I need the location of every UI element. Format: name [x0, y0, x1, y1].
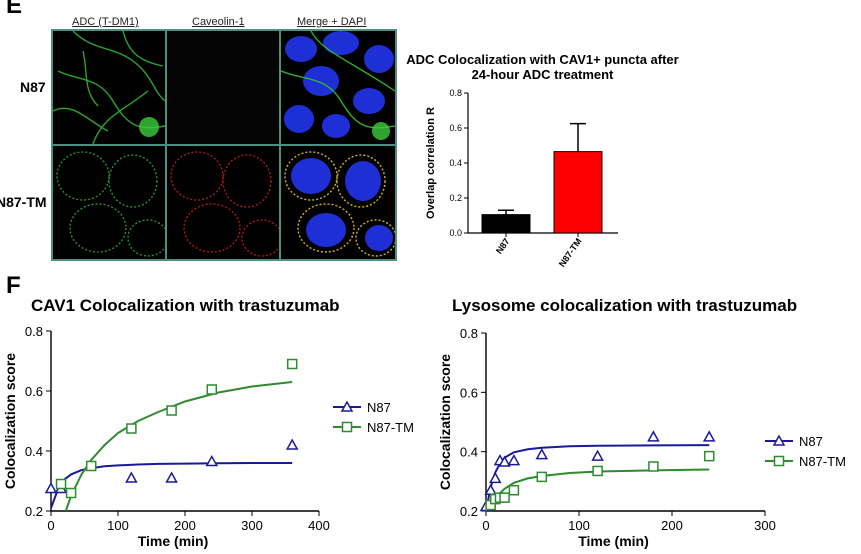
data-point: [55, 478, 67, 490]
data-point: [489, 471, 502, 484]
x-axis-label: Time (min): [138, 533, 209, 549]
bar-y-tick-label: 0.0: [449, 228, 462, 238]
column-header-adc: ADC (T-DM1): [72, 16, 139, 28]
data-point: [65, 487, 77, 499]
row-label-n87-tm: N87-TM: [0, 194, 47, 210]
data-point: [591, 449, 604, 461]
data-point: [205, 454, 219, 467]
data-point: [499, 492, 510, 503]
data-point: [647, 430, 660, 442]
y-tick-label: 0.6: [460, 385, 478, 400]
x-tick-label: 300: [754, 518, 776, 533]
x-axis-label: Time (min): [578, 533, 649, 549]
data-point: [165, 471, 178, 483]
data-point: [484, 483, 497, 495]
y-tick-label: 0.8: [25, 324, 43, 339]
y-axis-label: Colocalization score: [2, 353, 18, 489]
data-point: [206, 384, 218, 395]
legend-marker: [341, 421, 353, 433]
data-point: [535, 448, 549, 460]
legend-label: N87: [799, 434, 823, 449]
x-tick-label: 100: [107, 518, 129, 533]
fit-curve: [64, 381, 293, 512]
data-point: [703, 450, 715, 462]
bar-chart: 0.0 0.2 0.4 0.6 0.8 Overlap correlation R N87 N…: [425, 88, 618, 269]
image-n87-tm-merge: [281, 146, 395, 259]
y-tick-label: 0.4: [460, 445, 478, 460]
legend-label: N87-TM: [367, 420, 414, 435]
x-tick-label: 200: [661, 518, 683, 533]
y-axis-label: Colocalization score: [437, 354, 453, 490]
data-point: [125, 471, 138, 483]
panel-letter-f: F: [6, 272, 21, 299]
bar-y-tick-label: 0.2: [449, 193, 462, 203]
bar-category-label: N87-TM: [557, 236, 584, 268]
image-n87-tm-caveolin: [167, 146, 279, 259]
data-point: [44, 481, 58, 494]
x-tick-label: 400: [308, 518, 330, 533]
cav1-colocalization-chart: 0.2 0.4 0.6 0.8 0 100 200 300 400 Time (min) Coloc…: [2, 324, 414, 549]
bar: [481, 214, 531, 234]
legend-marker: [772, 434, 786, 446]
data-point: [702, 430, 716, 442]
data-point: [126, 423, 137, 434]
data-point: [507, 454, 521, 466]
legend-marker: [773, 455, 785, 467]
bar-y-axis-label: Overlap correlation R: [425, 107, 437, 219]
x-tick-label: 100: [568, 518, 590, 533]
x-tick-label: 0: [482, 518, 489, 533]
lysosome-chart-title: Lysosome colocalization with trastuzumab: [452, 296, 798, 315]
bar-y-tick-label: 0.4: [449, 158, 462, 168]
bar-y-tick-label: 0.8: [449, 88, 462, 98]
legend-label: N87: [367, 400, 391, 415]
data-point: [85, 460, 97, 472]
data-point: [286, 358, 298, 370]
image-n87-merge: [281, 31, 395, 144]
y-tick-label: 0.2: [460, 504, 478, 519]
bar-chart-title: ADC Colocalization with CAV1+ puncta aft…: [406, 52, 679, 82]
x-tick-label: 300: [241, 518, 263, 533]
data-point: [536, 471, 548, 483]
data-point: [508, 484, 520, 496]
image-n87-tm-adc: [53, 146, 165, 259]
x-tick-label: 200: [174, 518, 196, 533]
data-point: [166, 405, 177, 416]
x-tick-label: 0: [47, 518, 54, 533]
legend-marker: [340, 400, 354, 412]
microscopy-grid: [51, 29, 397, 261]
data-point: [498, 455, 511, 467]
image-n87-caveolin: [167, 31, 279, 144]
bar-category-label: N87: [494, 236, 512, 255]
column-header-merge: Merge + DAPI: [297, 16, 367, 28]
y-tick-label: 0.8: [460, 326, 478, 341]
cav1-chart-title: CAV1 Colocalization with trastuzumab: [31, 296, 340, 315]
row-label-n87: N87: [20, 79, 46, 95]
data-point: [592, 465, 603, 477]
y-tick-label: 0.2: [25, 504, 43, 519]
y-tick-label: 0.6: [25, 384, 43, 399]
legend-label: N87-TM: [799, 454, 846, 469]
y-tick-label: 0.4: [25, 444, 43, 459]
image-n87-adc: [53, 31, 165, 144]
column-header-caveolin: Caveolin-1: [192, 16, 245, 28]
bar-y-tick-label: 0.6: [449, 123, 462, 133]
panel-letter-e: E: [6, 0, 23, 19]
data-point: [285, 438, 299, 450]
bar: [553, 151, 603, 234]
data-point: [648, 461, 659, 472]
lysosome-colocalization-chart: 0.2 0.4 0.6 0.8 0 100 200 300 Time (min) Colocali…: [437, 326, 846, 549]
